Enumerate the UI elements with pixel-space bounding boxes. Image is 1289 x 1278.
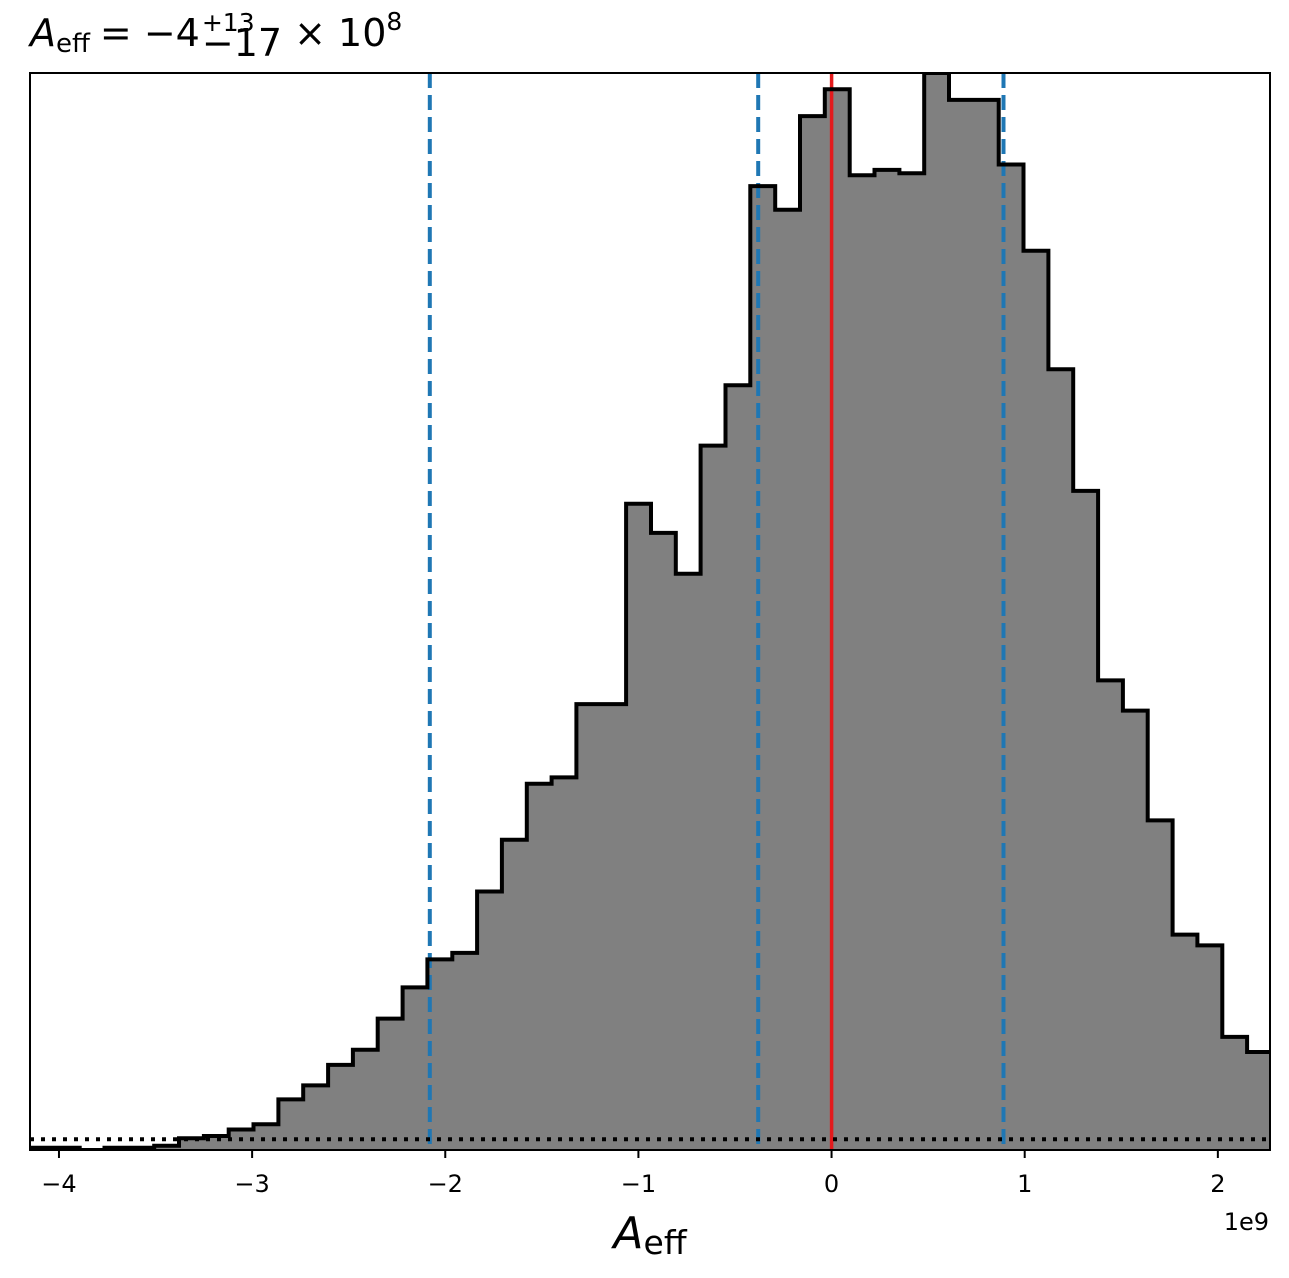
xlabel-symbol: A [610,1208,643,1259]
x-axis-offset-label: 1e9 [1224,1208,1269,1236]
plot-area [30,73,1270,1150]
x-tick-label: 0 [824,1170,839,1198]
xlabel-subscript: eff [644,1223,688,1262]
x-tick-label: 2 [1210,1170,1225,1198]
title-upper-error: +13 [202,8,255,37]
title-exponent: 8 [386,7,402,36]
x-axis-ticks: −4 −3 −2 −1 0 1 2 [41,1150,1225,1198]
x-tick-label: −1 [621,1170,656,1198]
x-axis-label: Aeff [610,1208,687,1262]
chart-title: Aeff = −4+13 [27,8,255,59]
quantile-lines [427,73,1006,1150]
x-tick-label: −4 [41,1170,76,1198]
x-tick-label: −3 [234,1170,269,1198]
x-tick-label: −2 [428,1170,463,1198]
title-symbol: A [27,11,56,55]
histogram-fill [30,73,1270,1150]
title-times: × 10 [294,11,386,55]
axes-frame [29,72,1271,1151]
title-multiplier: × 108 [294,7,402,55]
title-subscript: eff [56,29,91,59]
title-lower-error: −17 [202,21,282,65]
title-value: = −4 [100,11,200,55]
histogram-outline [30,73,1270,1150]
x-tick-label: 1 [1017,1170,1032,1198]
